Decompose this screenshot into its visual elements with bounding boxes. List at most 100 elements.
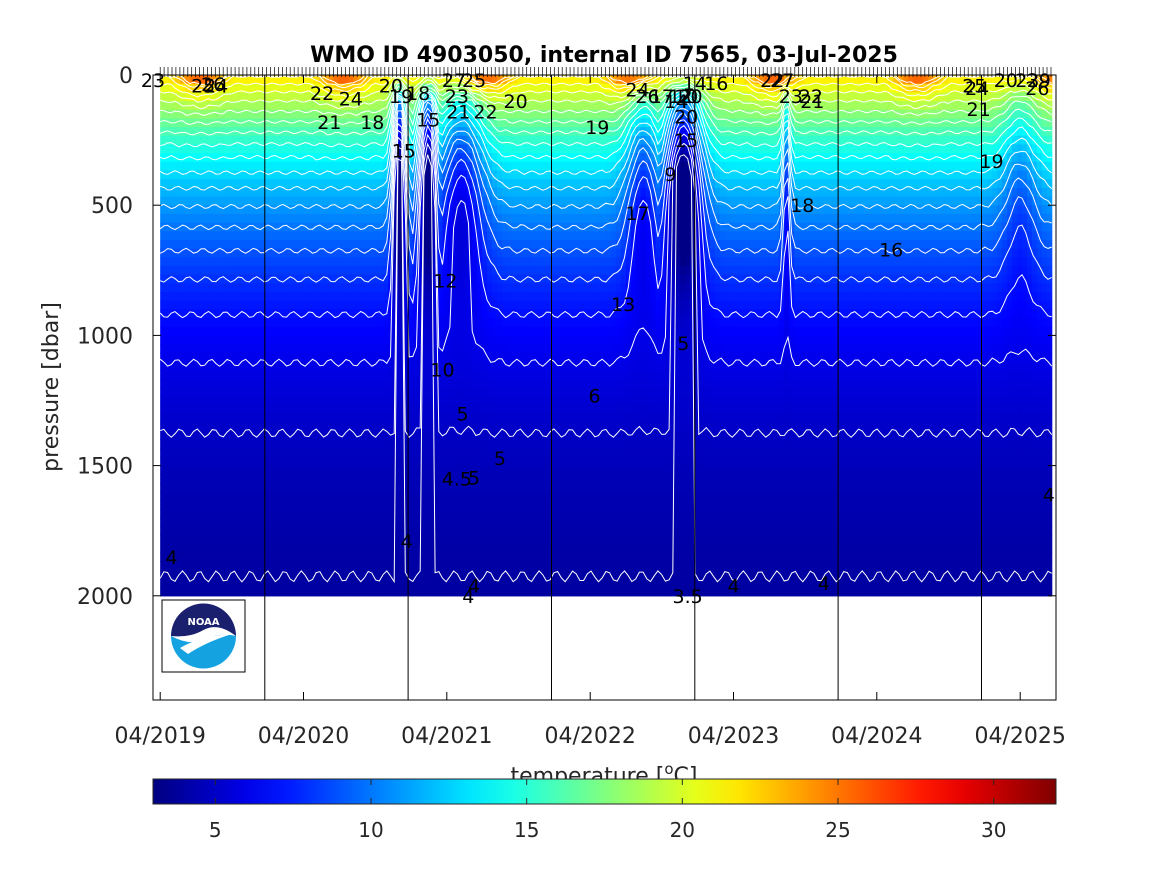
heatmap-cell xyxy=(531,83,538,93)
heatmap-cell xyxy=(338,535,345,545)
heatmap-cell xyxy=(368,422,374,432)
heatmap-cell xyxy=(244,482,250,493)
heatmap-cell xyxy=(531,517,538,527)
heatmap-cell xyxy=(462,187,468,198)
heatmap-cell xyxy=(551,396,557,406)
heatmap-cell xyxy=(457,300,463,310)
heatmap-cell xyxy=(551,509,557,519)
heatmap-cell xyxy=(219,578,226,588)
heatmap-cell xyxy=(288,335,295,345)
heatmap-cell xyxy=(477,283,483,293)
heatmap-cell xyxy=(303,370,310,380)
heatmap-cell xyxy=(348,361,354,371)
heatmap-cell xyxy=(179,161,186,172)
heatmap-cell xyxy=(422,257,429,267)
heatmap-cell xyxy=(452,370,458,380)
heatmap-cell xyxy=(477,526,483,536)
heatmap-cell xyxy=(194,422,201,432)
heatmap-cell xyxy=(467,569,473,580)
heatmap-cell xyxy=(224,344,231,354)
heatmap-cell xyxy=(358,326,364,337)
heatmap-cell xyxy=(462,283,468,293)
heatmap-cell xyxy=(477,387,483,397)
heatmap-cell xyxy=(298,491,305,501)
heatmap-cell xyxy=(199,309,206,319)
heatmap-cell xyxy=(298,101,305,111)
heatmap-cell xyxy=(526,153,533,163)
heatmap-cell xyxy=(318,265,325,276)
heatmap-cell xyxy=(313,413,320,423)
heatmap-cell xyxy=(283,430,290,441)
heatmap-cell xyxy=(566,344,572,354)
heatmap-cell xyxy=(229,387,236,397)
heatmap-cell xyxy=(348,265,354,276)
heatmap-cell xyxy=(477,231,483,241)
heatmap-cell xyxy=(373,422,379,432)
heatmap-cell xyxy=(472,456,478,467)
heatmap-cell xyxy=(417,300,424,310)
heatmap-cell xyxy=(437,439,444,449)
heatmap-cell xyxy=(318,101,325,111)
heatmap-cell xyxy=(313,543,320,554)
heatmap-cell xyxy=(288,257,295,267)
heatmap-cell xyxy=(179,292,186,302)
heatmap-cell xyxy=(274,161,280,172)
heatmap-cell xyxy=(457,257,463,267)
heatmap-cell xyxy=(482,370,488,380)
heatmap-cell xyxy=(283,283,290,293)
heatmap-cell xyxy=(551,543,557,554)
heatmap-cell xyxy=(378,526,384,536)
heatmap-cell xyxy=(214,517,221,527)
heatmap-cell xyxy=(293,101,300,111)
heatmap-cell xyxy=(531,561,538,571)
heatmap-cell xyxy=(427,179,434,189)
heatmap-cell xyxy=(343,370,349,380)
heatmap-cell xyxy=(373,309,379,319)
heatmap-cell xyxy=(531,101,538,111)
heatmap-cell xyxy=(303,439,310,449)
heatmap-cell xyxy=(318,396,325,406)
heatmap-cell xyxy=(234,439,241,449)
heatmap-cell xyxy=(358,404,364,415)
heatmap-cell xyxy=(506,75,513,85)
heatmap-cell xyxy=(496,361,503,371)
heatmap-cell xyxy=(274,213,280,224)
heatmap-cell xyxy=(407,448,414,458)
heatmap-cell xyxy=(283,213,290,224)
heatmap-cell xyxy=(338,552,345,562)
heatmap-cell xyxy=(239,569,245,580)
heatmap-cell xyxy=(496,101,503,111)
heatmap-cell xyxy=(506,231,513,241)
heatmap-cell xyxy=(338,569,345,580)
heatmap-cell xyxy=(526,448,533,458)
heatmap-cell xyxy=(363,109,369,119)
heatmap-cell xyxy=(288,344,295,354)
heatmap-cell xyxy=(254,561,260,571)
heatmap-cell xyxy=(556,222,562,232)
heatmap-cell xyxy=(442,344,449,354)
heatmap-cell xyxy=(288,352,295,363)
heatmap-cell xyxy=(477,335,483,345)
heatmap-cell xyxy=(492,213,498,224)
heatmap-cell xyxy=(214,587,221,597)
heatmap-cell xyxy=(318,335,325,345)
heatmap-cell xyxy=(189,187,196,198)
heatmap-cell xyxy=(546,318,553,328)
heatmap-cell xyxy=(546,439,553,449)
heatmap-cell xyxy=(571,118,577,128)
heatmap-cell xyxy=(313,535,320,545)
heatmap-cell xyxy=(422,361,429,371)
heatmap-cell xyxy=(165,292,171,302)
heatmap-cell xyxy=(388,213,394,224)
heatmap-cell xyxy=(298,127,305,137)
heatmap-cell xyxy=(457,75,463,85)
heatmap-cell xyxy=(546,361,553,371)
heatmap-cell xyxy=(214,526,221,536)
heatmap-cell xyxy=(496,474,503,484)
heatmap-cell xyxy=(244,491,250,501)
heatmap-cell xyxy=(531,326,538,337)
heatmap-cell xyxy=(343,75,349,85)
heatmap-cell xyxy=(526,318,533,328)
heatmap-cell xyxy=(170,517,176,527)
heatmap-cell xyxy=(412,300,419,310)
